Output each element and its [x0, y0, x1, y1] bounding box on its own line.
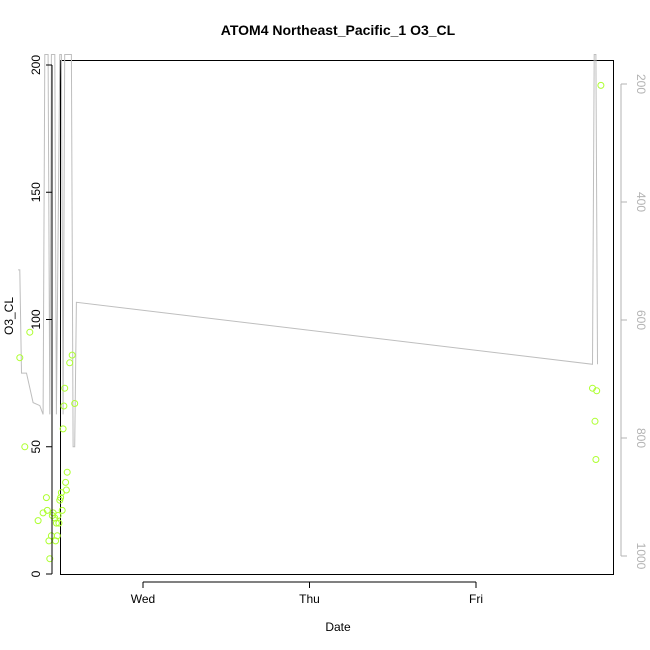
- data-point: [21, 443, 29, 451]
- chart-title: ATOM4 Northeast_Pacific_1 O3_CL: [221, 22, 456, 38]
- data-point: [43, 506, 51, 514]
- data-point: [61, 384, 69, 392]
- data-point: [68, 351, 76, 359]
- data-point: [60, 402, 68, 410]
- y-tick-label: 150: [29, 182, 43, 202]
- data-point: [591, 417, 599, 425]
- data-point: [57, 494, 65, 502]
- data-point: [55, 519, 63, 527]
- data-point: [34, 517, 42, 525]
- data-point: [63, 468, 71, 476]
- data-point: [53, 532, 61, 540]
- data-point: [71, 400, 79, 407]
- y-axis-label: O3_CL: [2, 297, 16, 335]
- y-tick-label: 50: [29, 440, 43, 454]
- x-tick-label: Thu: [299, 592, 320, 606]
- data-point: [59, 425, 67, 433]
- data-point: [42, 494, 50, 502]
- y-tick-label: 0: [29, 570, 43, 577]
- x-tick-label: Wed: [131, 592, 155, 606]
- data-point: [26, 328, 34, 336]
- data-point: [593, 387, 601, 395]
- y2-tick-label: 1000: [634, 543, 648, 570]
- data-point: [66, 359, 74, 367]
- y2-tick-label: 200: [634, 74, 648, 94]
- data-point: [54, 512, 62, 519]
- plot-marks: [16, 54, 605, 563]
- data-point: [592, 456, 600, 463]
- y2-tick-label: 800: [634, 428, 648, 448]
- data-point: [58, 506, 66, 514]
- data-point: [52, 519, 60, 527]
- pressure-line: [18, 54, 598, 448]
- data-point: [62, 478, 70, 486]
- data-point: [597, 81, 605, 89]
- y-tick-label: 100: [29, 309, 43, 329]
- x-axis-label: Date: [325, 620, 351, 634]
- axes: 0 50 100 150 200 200 400 600 800 1000 Wed Thu Fri: [29, 55, 648, 606]
- data-point: [16, 354, 24, 362]
- y2-tick-label: 600: [634, 310, 648, 330]
- y-tick-label: 200: [29, 55, 43, 75]
- x-tick-label: Fri: [469, 592, 483, 606]
- data-point: [47, 532, 55, 540]
- plot-frame: [60, 60, 614, 575]
- data-point: [46, 555, 54, 563]
- data-point: [62, 486, 70, 494]
- y2-tick-label: 400: [634, 192, 648, 212]
